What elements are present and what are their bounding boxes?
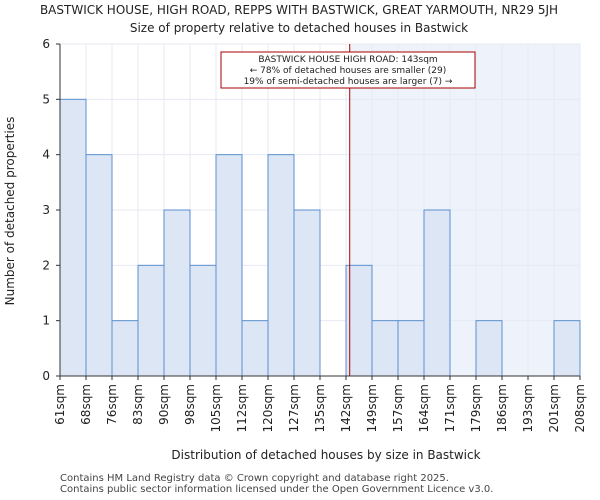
x-tick-label: 142sqm (339, 384, 353, 432)
annotation-box: BASTWICK HOUSE HIGH ROAD: 143sqm ← 78% o… (220, 51, 476, 89)
bar-149sqm (371, 320, 399, 377)
x-tick-label: 201sqm (547, 384, 561, 432)
annotation-frame (220, 51, 476, 89)
x-tick-label: 90sqm (157, 384, 171, 425)
bar-164sqm (423, 209, 451, 377)
x-tick-label: 193sqm (521, 384, 535, 432)
y-tick-label: 5 (42, 92, 50, 106)
bar-68sqm (85, 154, 113, 377)
x-tick-label: 135sqm (313, 384, 327, 432)
x-tick-label: 83sqm (131, 384, 145, 425)
chart-subtitle: Size of property relative to detached ho… (130, 21, 468, 35)
y-tick-label: 3 (42, 203, 50, 217)
bar-142sqm (345, 264, 373, 377)
x-tick-label: 68sqm (79, 384, 93, 425)
bar-83sqm (137, 264, 165, 377)
y-tick-label: 4 (42, 148, 50, 162)
x-tick-label: 105sqm (209, 384, 223, 432)
x-tick-label: 171sqm (443, 384, 457, 432)
x-tick-label: 120sqm (261, 384, 275, 432)
x-tick-label: 61sqm (53, 384, 67, 425)
y-tick-label: 2 (42, 258, 50, 272)
x-tick-label: 157sqm (391, 384, 405, 432)
y-tick-label: 1 (42, 314, 50, 328)
x-tick-label: 208sqm (573, 384, 587, 432)
bar-201sqm (553, 320, 581, 377)
bar-157sqm (397, 320, 425, 377)
bar-61sqm (59, 98, 87, 377)
annotation-line-3: 19% of semi-detached houses are larger (… (244, 77, 453, 87)
x-tick-label: 98sqm (183, 384, 197, 425)
y-tick-label: 0 (42, 369, 50, 383)
bar-112sqm (241, 320, 269, 377)
x-axis-label: Distribution of detached houses by size … (171, 448, 480, 462)
y-tick-label: 6 (42, 37, 50, 51)
x-tick-label: 112sqm (235, 384, 249, 432)
bar-120sqm (267, 154, 295, 377)
annotation-line-1: BASTWICK HOUSE HIGH ROAD: 143sqm (258, 55, 437, 65)
footer-line-2: Contains public sector information licen… (60, 484, 494, 495)
x-tick-label: 127sqm (287, 384, 301, 432)
y-axis-label: Number of detached properties (3, 117, 17, 306)
bar-127sqm (293, 209, 321, 377)
x-tick-label: 179sqm (469, 384, 483, 432)
bar-179sqm (475, 320, 503, 377)
bar-105sqm (215, 154, 243, 377)
bar-90sqm (163, 209, 191, 377)
bar-98sqm (189, 264, 217, 377)
x-tick-label: 76sqm (105, 384, 119, 425)
x-tick-label: 186sqm (495, 384, 509, 432)
annotation-line-2: ← 78% of detached houses are smaller (29… (250, 66, 447, 76)
bar-76sqm (111, 320, 139, 377)
x-tick-label: 164sqm (417, 384, 431, 432)
footer-line-1: Contains HM Land Registry data © Crown c… (60, 473, 449, 484)
x-tick-label: 149sqm (365, 384, 379, 432)
chart-title: BASTWICK HOUSE, HIGH ROAD, REPPS WITH BA… (40, 3, 558, 17)
